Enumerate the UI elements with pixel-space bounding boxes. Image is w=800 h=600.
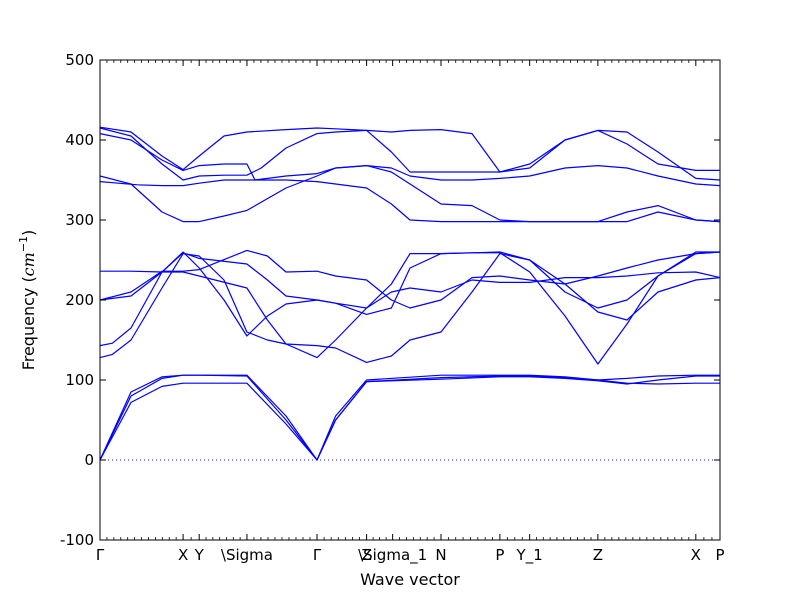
x-tick-label-4: \Sigma bbox=[221, 546, 273, 564]
x-tick-label-3: Y bbox=[194, 546, 205, 564]
y-tick-label-1: -100 bbox=[60, 531, 94, 549]
band-line-7 bbox=[100, 270, 721, 359]
band-line-13 bbox=[99, 126, 721, 181]
y-axis-label-exponent: −1 bbox=[17, 236, 30, 252]
bands-layer bbox=[99, 126, 721, 461]
x-tick-label-8: N bbox=[435, 546, 446, 564]
x-tick-label-1: Γ bbox=[96, 546, 105, 564]
x-tick-label-13: P bbox=[715, 546, 724, 564]
y-axis-label-close: ) bbox=[19, 230, 38, 236]
band-line-11 bbox=[99, 133, 721, 187]
plot-frame bbox=[99, 59, 721, 541]
x-tick-label-12: X bbox=[691, 546, 701, 564]
y-axis-label: Frequency (cm−1) bbox=[17, 230, 38, 371]
y-tick-label-6: 400 bbox=[65, 131, 94, 149]
y-tick-label-7: 500 bbox=[65, 51, 94, 69]
y-tick-label-3: 100 bbox=[65, 371, 94, 389]
x-axis-label: Wave vector bbox=[360, 570, 460, 589]
band-line-9 bbox=[99, 179, 721, 223]
band-line-6 bbox=[99, 251, 720, 365]
x-tick-label-11: Z bbox=[593, 546, 603, 564]
y-ticks-layer: -100 0 100 200 300 400 500 bbox=[60, 51, 720, 549]
band-line-3 bbox=[99, 374, 720, 461]
band-line-10 bbox=[99, 165, 721, 223]
x-tick-label-5: Γ bbox=[313, 546, 322, 564]
x-tick-label-6: Z bbox=[361, 546, 371, 564]
y-tick-label-2: 0 bbox=[84, 451, 94, 469]
band-line-5 bbox=[99, 251, 721, 347]
band-line-12 bbox=[99, 127, 720, 181]
x-tick-label-2: X bbox=[178, 546, 188, 564]
y-axis-label-unit: cm bbox=[19, 252, 38, 276]
x-tick-label-7: \Sigma_1 bbox=[358, 546, 427, 565]
y-tick-label-5: 300 bbox=[65, 211, 94, 229]
y-axis-label-text: Frequency ( bbox=[19, 276, 38, 370]
x-tick-label-9: P bbox=[495, 546, 504, 564]
band-line-2 bbox=[99, 375, 720, 461]
band-line-8 bbox=[99, 249, 721, 309]
y-tick-label-4: 200 bbox=[65, 291, 94, 309]
x-ticks-layer: Γ X Y \Sigma Γ Z\Sigma_1 N P Y_1 Z X P bbox=[96, 60, 725, 565]
x-tick-label-10: Y_1 bbox=[516, 546, 543, 565]
